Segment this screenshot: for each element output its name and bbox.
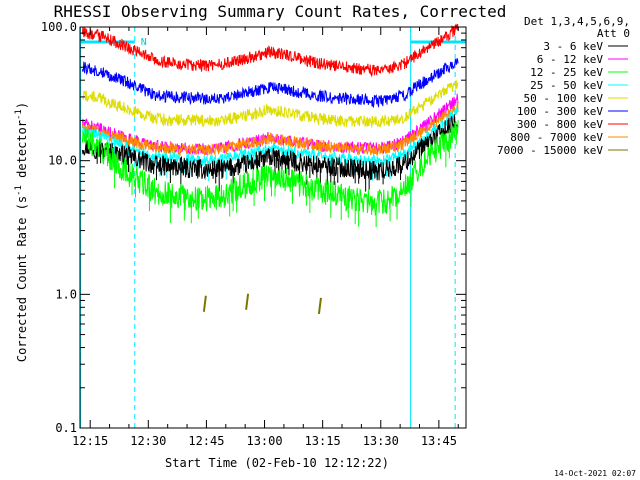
series-line [82, 80, 459, 128]
legend-label: 6 - 12 keV [537, 53, 604, 66]
series-line [81, 23, 459, 78]
legend-label: 50 - 100 keV [524, 92, 604, 105]
series-point-7000-15000 [202, 295, 207, 312]
x-tick-label: 13:30 [363, 434, 399, 448]
svg-text:Corrected Count Rate (s-1 dete: Corrected Count Rate (s-1 detector-1) [14, 102, 29, 362]
y-axis-label-superscript-2: -1 [14, 109, 24, 120]
series-800-7000keV [81, 100, 459, 157]
night-marker-label: N [141, 37, 147, 48]
series-line [81, 100, 459, 157]
legend-label: 7000 - 15000 keV [497, 144, 603, 157]
y-axis-label-superscript-1: -1 [14, 185, 24, 196]
x-axis-label: Start Time (02-Feb-10 12:12:22) [165, 456, 389, 470]
legend-label: 12 - 25 keV [530, 66, 603, 79]
y-tick-label: 1.0 [55, 287, 77, 301]
y-axis-label-middle: detector [15, 120, 29, 185]
y-tick-label: 10.0 [48, 154, 77, 168]
y-axis-label: Corrected Count Rate (s-1 detector-1) [14, 102, 29, 362]
series-line [81, 114, 459, 181]
series-point-7000-15000 [317, 297, 322, 314]
legend-label: 3 - 6 keV [543, 40, 603, 53]
legend-label: 100 - 300 keV [517, 105, 603, 118]
series-300-800keV [81, 23, 459, 78]
legend-header-detectors: Det 1,3,4,5,6,9, [524, 15, 630, 28]
series-12-25keV [81, 120, 459, 228]
x-tick-label: 13:45 [421, 434, 457, 448]
legend-label: 25 - 50 keV [530, 79, 603, 92]
series-100-300keV [81, 58, 459, 109]
series-50-100keV [82, 80, 459, 128]
series-line [81, 120, 459, 216]
x-tick-label: 13:00 [246, 434, 282, 448]
plot-frame [79, 26, 467, 429]
legend-label: 800 - 7000 keV [510, 131, 603, 144]
y-axis-label-main: Corrected Count Rate (s [15, 196, 29, 362]
y-tick-label: 100.0 [41, 20, 77, 34]
chart-title: RHESSI Observing Summary Count Rates, Co… [54, 2, 507, 21]
series-point-7000-15000 [245, 293, 250, 310]
x-tick-label: 12:30 [130, 434, 166, 448]
x-tick-label: 13:15 [305, 434, 341, 448]
series-line [81, 58, 459, 109]
x-tick-label: 12:15 [72, 434, 108, 448]
legend-header-attenuator: Att 0 [597, 27, 630, 40]
x-tick-label: 12:45 [188, 434, 224, 448]
legend-label: 300 - 800 keV [517, 118, 603, 131]
footer-date: 14-Oct-2021 02:07 [554, 469, 636, 478]
y-tick-label: 0.1 [55, 421, 77, 435]
y-axis-label-end: ) [15, 102, 29, 109]
